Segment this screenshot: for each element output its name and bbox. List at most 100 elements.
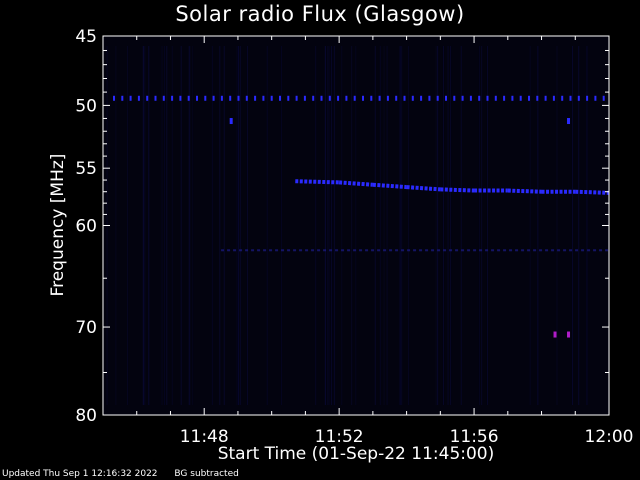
hot-spot xyxy=(567,331,571,338)
weak-band-segment xyxy=(311,249,315,252)
weak-band-segment xyxy=(299,249,303,252)
weak-band-segment xyxy=(347,249,351,252)
noise-streak xyxy=(161,46,163,405)
noise-streak xyxy=(556,46,558,405)
interference-dash xyxy=(287,95,290,101)
noise-streak xyxy=(148,46,150,405)
noise-streak xyxy=(442,46,444,405)
interference-dash xyxy=(262,95,265,101)
noise-streak xyxy=(143,46,145,405)
interference-dash xyxy=(552,95,555,101)
noise-streak xyxy=(192,46,194,405)
noise-streak xyxy=(437,46,439,405)
noise-streak xyxy=(333,46,335,405)
interference-dash xyxy=(254,95,257,101)
interference-dash xyxy=(561,95,564,101)
noise-streak xyxy=(188,46,190,405)
noise-streak xyxy=(315,46,317,405)
interference-dash xyxy=(328,95,331,101)
weak-band-segment xyxy=(443,249,447,252)
interference-dash xyxy=(469,95,472,101)
weak-band-segment xyxy=(509,249,513,252)
weak-band-segment xyxy=(449,249,453,252)
x-tick-label: 11:56 xyxy=(450,427,499,447)
weak-band-segment xyxy=(527,249,531,252)
interference-dash xyxy=(146,95,149,101)
interference-dash xyxy=(370,95,373,101)
weak-band-segment xyxy=(503,249,507,252)
y-tick-label: 70 xyxy=(75,318,97,338)
weak-band-segment xyxy=(287,249,291,252)
weak-band-segment xyxy=(365,249,369,252)
noise-streak xyxy=(115,46,117,405)
interference-dash xyxy=(229,95,232,101)
weak-band-segment xyxy=(551,249,555,252)
weak-band-segment xyxy=(497,249,501,252)
interference-dash xyxy=(345,95,348,101)
noise-streak xyxy=(237,46,239,405)
weak-band-segment xyxy=(413,249,417,252)
noise-streak xyxy=(327,46,329,405)
updated-timestamp: Updated Thu Sep 1 12:16:32 2022 xyxy=(2,469,158,479)
weak-band-segment xyxy=(521,249,525,252)
drift-emission-segment xyxy=(338,180,374,187)
weak-band-segment xyxy=(563,249,567,252)
weak-band-segment xyxy=(305,249,309,252)
noise-streak xyxy=(586,46,588,405)
weak-band-segment xyxy=(353,249,357,252)
x-tick-label: 12:00 xyxy=(585,427,634,447)
interference-dash xyxy=(113,95,115,101)
x-axis-label: Start Time (01-Sep-22 11:45:00) xyxy=(217,444,495,464)
noise-streak xyxy=(180,46,182,405)
interference-dash xyxy=(577,95,580,101)
interference-dash xyxy=(453,95,456,101)
weak-band-segment xyxy=(317,249,321,252)
noise-streak xyxy=(401,46,403,405)
interference-dash xyxy=(220,95,223,101)
weak-band-segment xyxy=(227,249,231,252)
noise-streak xyxy=(443,46,445,405)
interference-dash xyxy=(544,95,547,101)
weak-band-segment xyxy=(371,249,375,252)
plot-axes: 11:48 11:52 11:56 12:00 45 50 55 60 70 80 xyxy=(75,27,633,447)
weak-band-segment xyxy=(233,249,237,252)
interference-dash xyxy=(420,95,423,101)
interference-dash xyxy=(121,95,124,101)
noise-streak xyxy=(164,46,166,405)
noise-streak xyxy=(379,46,381,405)
noise-streak xyxy=(450,46,452,405)
weak-band-segment xyxy=(455,249,459,252)
y-tick-label: 50 xyxy=(75,96,97,116)
noise-streak xyxy=(341,46,343,405)
weak-band-segment xyxy=(245,249,249,252)
spectrogram-intensity xyxy=(103,36,610,415)
weak-band-segment xyxy=(221,249,225,252)
weak-band-segment xyxy=(263,249,267,252)
plot-background xyxy=(103,36,609,415)
noise-streak xyxy=(166,46,168,405)
interference-dash xyxy=(196,95,198,101)
interference-dash xyxy=(411,95,414,101)
interference-dash xyxy=(295,95,298,101)
noise-streak xyxy=(211,46,213,405)
drift-emission-segment xyxy=(507,188,542,194)
interference-dash xyxy=(303,95,306,101)
noise-streak xyxy=(171,46,173,405)
weak-band-segment xyxy=(383,249,387,252)
weak-band-segment xyxy=(269,249,273,252)
y-axis-label: Frequency [MHz] xyxy=(48,153,68,297)
weak-band-segment xyxy=(239,249,243,252)
weak-band-segment xyxy=(479,249,483,252)
weak-band-segment xyxy=(377,249,381,252)
weak-band-segment xyxy=(491,249,495,252)
interference-dash xyxy=(279,95,281,101)
weak-band-segment xyxy=(557,249,561,252)
noise-streak xyxy=(460,46,462,405)
weak-band-segment xyxy=(329,249,333,252)
interference-dash xyxy=(602,95,605,101)
interference-dash xyxy=(594,95,597,101)
weak-band-segment xyxy=(593,249,597,252)
weak-band-segment xyxy=(257,249,261,252)
weak-band-segment xyxy=(281,249,285,252)
